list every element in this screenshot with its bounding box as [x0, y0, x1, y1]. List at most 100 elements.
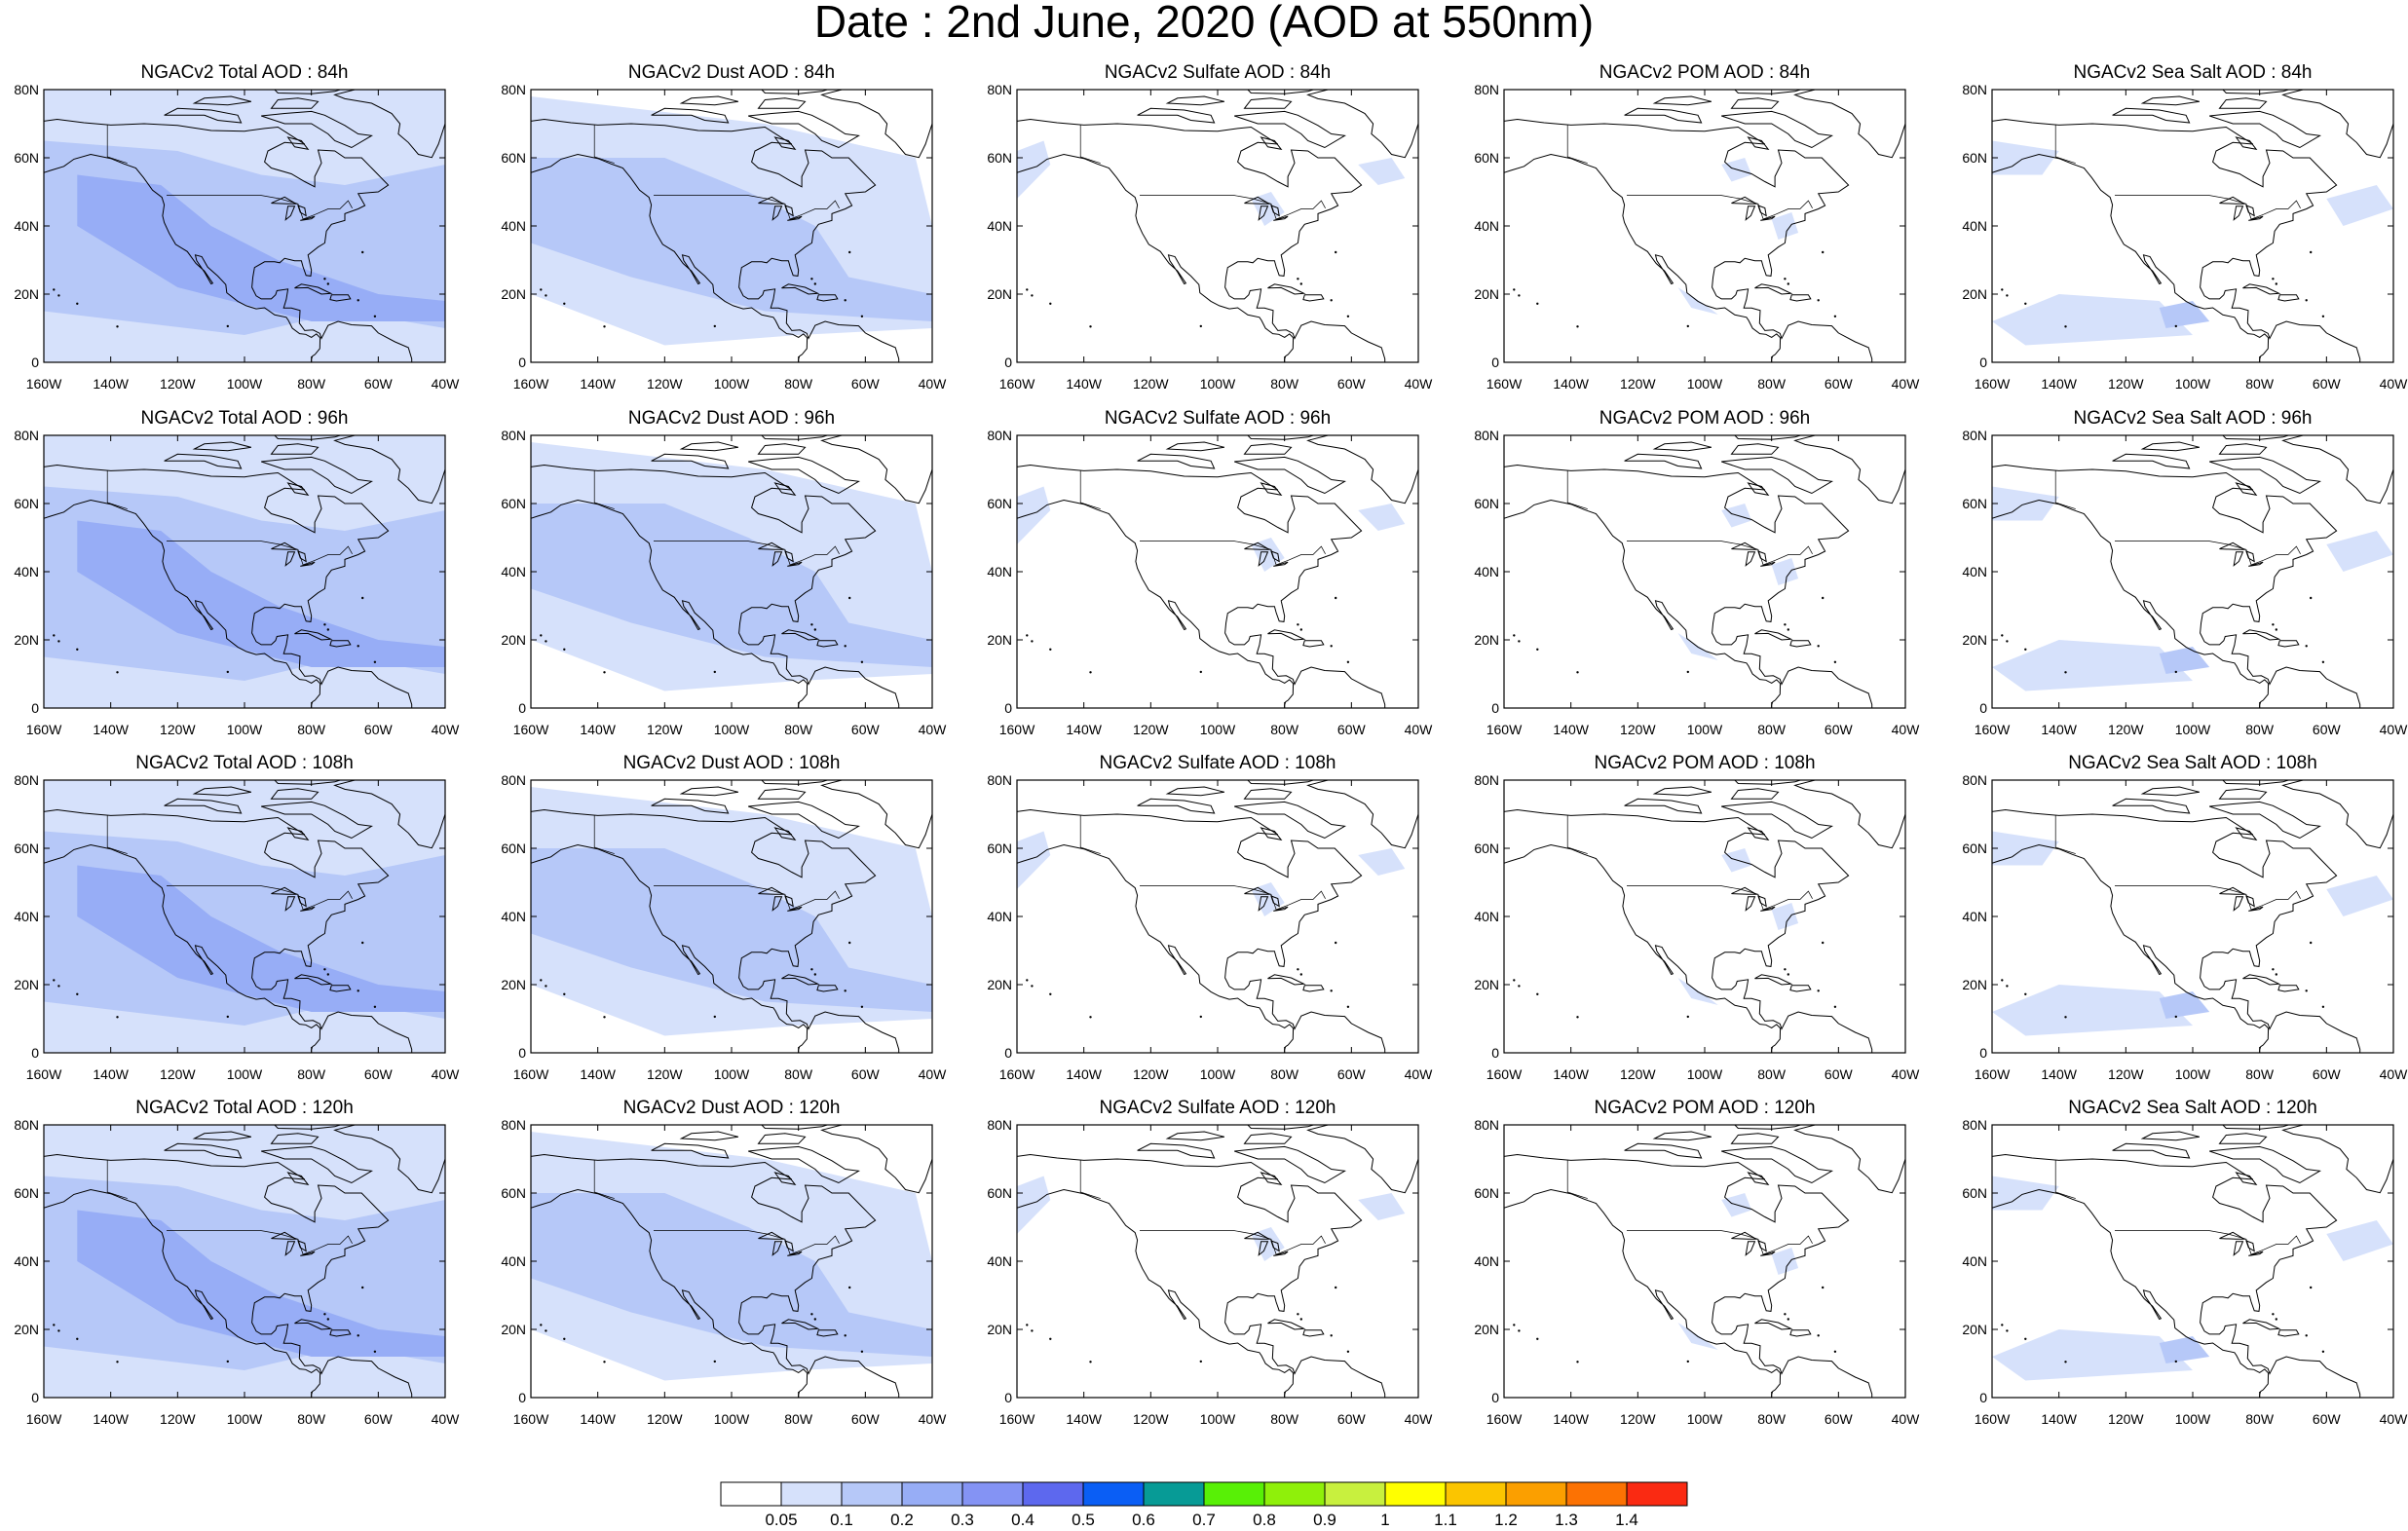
- aod-shading: [1771, 558, 1799, 585]
- lat-tick-label: 0: [1491, 355, 1499, 370]
- lon-tick-label: 100W: [1200, 1066, 1236, 1082]
- coastline-island: [1652, 786, 1712, 797]
- island-dot: [810, 278, 813, 280]
- lon-tick-label: 40W: [432, 376, 461, 392]
- lat-tick-label: 40N: [987, 564, 1012, 579]
- map-plot: 160W 140W 120W 100W 80W 60W 40W 0 20N 40N 60N 80N: [987, 1117, 1433, 1427]
- coastline-island: [1721, 801, 1834, 840]
- coastline-greenland: [333, 435, 445, 504]
- panel-title: NGACv2 POM AOD : 84h: [1599, 62, 1811, 83]
- colorbar-box: [1082, 1481, 1145, 1507]
- coastline-greenland: [1793, 780, 1905, 849]
- island-dot: [1817, 645, 1820, 648]
- lat-tick-label: 20N: [14, 977, 39, 992]
- coastline-island: [816, 640, 839, 648]
- lat-tick-label: 80N: [501, 1117, 526, 1133]
- coastline-island: [2242, 283, 2281, 295]
- coastline-north-america: [1992, 118, 2361, 362]
- coastline-north-america: [1017, 1153, 1386, 1398]
- lon-tick-label: 140W: [1553, 1411, 1589, 1427]
- lat-tick-label: 60N: [14, 150, 39, 166]
- coastline-island: [2218, 97, 2268, 109]
- coastline-island: [1302, 985, 1325, 992]
- map-frame: [1503, 89, 1906, 363]
- aod-shading: [1771, 212, 1799, 240]
- map-frame: [1503, 434, 1906, 709]
- coastline-island: [192, 95, 252, 106]
- coastline-island: [2140, 1131, 2201, 1141]
- map-panel-sulfate-96h: NGACv2 Sulfate AOD : 96h 160W 140W 120W 100W…: [987, 408, 1433, 747]
- island-dot: [1833, 1350, 1837, 1353]
- lake-outline: [297, 550, 307, 563]
- map-panel-total-120h: NGACv2 Total AOD : 120h 160W 140W 120W 100W 8…: [14, 1098, 460, 1437]
- island-dot: [373, 315, 377, 317]
- lon-tick-label: 40W: [432, 722, 461, 737]
- lon-tick-label: 120W: [2108, 376, 2144, 392]
- lat-tick-label: 60N: [1962, 840, 1987, 856]
- coastline-island: [2209, 110, 2322, 149]
- island-dot: [860, 1350, 864, 1353]
- lake-outline: [1757, 1240, 1767, 1252]
- lon-tick-label: 160W: [513, 1411, 549, 1427]
- lat-tick-label: 60N: [987, 150, 1012, 166]
- island-dot: [1026, 288, 1029, 291]
- us-canada-border: [2115, 541, 2301, 566]
- island-dot: [1518, 640, 1521, 643]
- island-dot: [2006, 640, 2009, 643]
- colorbar-plot: 0.05 0.1 0.2 0.3 0.4 0.5 0.6 0.7 0.8 0.9 1 1.1 1.2 1.…: [720, 1481, 1688, 1529]
- island-dot: [848, 1286, 851, 1289]
- us-canada-border: [1627, 885, 1813, 911]
- alaska-border: [1079, 815, 1101, 854]
- lat-tick-label: 40N: [1474, 218, 1499, 234]
- coastlines: [1017, 1125, 1418, 1398]
- lat-tick-label: 0: [1979, 700, 1987, 716]
- island-dot: [1787, 1318, 1789, 1321]
- aod-shading: [1771, 1248, 1799, 1275]
- island-dot: [2310, 596, 2313, 600]
- island-dot: [361, 250, 364, 254]
- aod-shading: [1251, 882, 1285, 916]
- lon-tick-label: 120W: [1133, 376, 1169, 392]
- lake-outline: [2245, 895, 2255, 908]
- map-frame: [1016, 1124, 1419, 1399]
- aod-shading: [531, 848, 932, 1012]
- coastline-island: [294, 629, 333, 641]
- lon-tick-label: 60W: [2313, 1411, 2342, 1427]
- aod-shading: [1251, 192, 1285, 226]
- aod-field: [531, 1132, 932, 1381]
- colorbar-box: [1143, 1481, 1205, 1507]
- lon-tick-label: 160W: [999, 376, 1035, 392]
- coastline-island: [757, 97, 807, 109]
- coastline-island: [270, 1133, 320, 1144]
- coastline-island: [1243, 788, 1293, 800]
- lon-tick-label: 60W: [2313, 722, 2342, 737]
- lat-tick-label: 20N: [1962, 1322, 1987, 1337]
- island-dot: [2174, 670, 2177, 674]
- lake-outline: [1745, 1241, 1756, 1256]
- coastline-greenland: [820, 435, 932, 504]
- lon-tick-label: 100W: [227, 722, 263, 737]
- island-dot: [357, 990, 359, 992]
- coastline-island: [1165, 95, 1225, 106]
- alaska-border: [106, 470, 128, 509]
- lake-outline: [784, 895, 794, 908]
- aod-shading: [531, 504, 932, 667]
- lat-tick-label: 0: [518, 700, 526, 716]
- lat-tick-label: 40N: [14, 1253, 39, 1269]
- island-dot: [2272, 968, 2275, 971]
- colorbar-label: 0.2: [890, 1511, 914, 1529]
- lat-tick-label: 80N: [1474, 1117, 1499, 1133]
- island-dot: [2305, 299, 2308, 302]
- island-dot: [57, 985, 60, 988]
- island-dot: [1330, 1334, 1333, 1337]
- lon-tick-label: 160W: [1975, 722, 2011, 737]
- island-dot: [1784, 968, 1787, 971]
- lon-tick-label: 40W: [1405, 376, 1434, 392]
- coastline-island: [757, 1133, 807, 1144]
- island-dot: [1686, 324, 1689, 328]
- coastlines: [1992, 435, 2393, 708]
- lake-outline: [1273, 906, 1289, 912]
- coastline-island: [2235, 136, 2258, 151]
- panel-title: NGACv2 Sulfate AOD : 96h: [1104, 408, 1332, 429]
- us-canada-border: [1627, 1230, 1813, 1255]
